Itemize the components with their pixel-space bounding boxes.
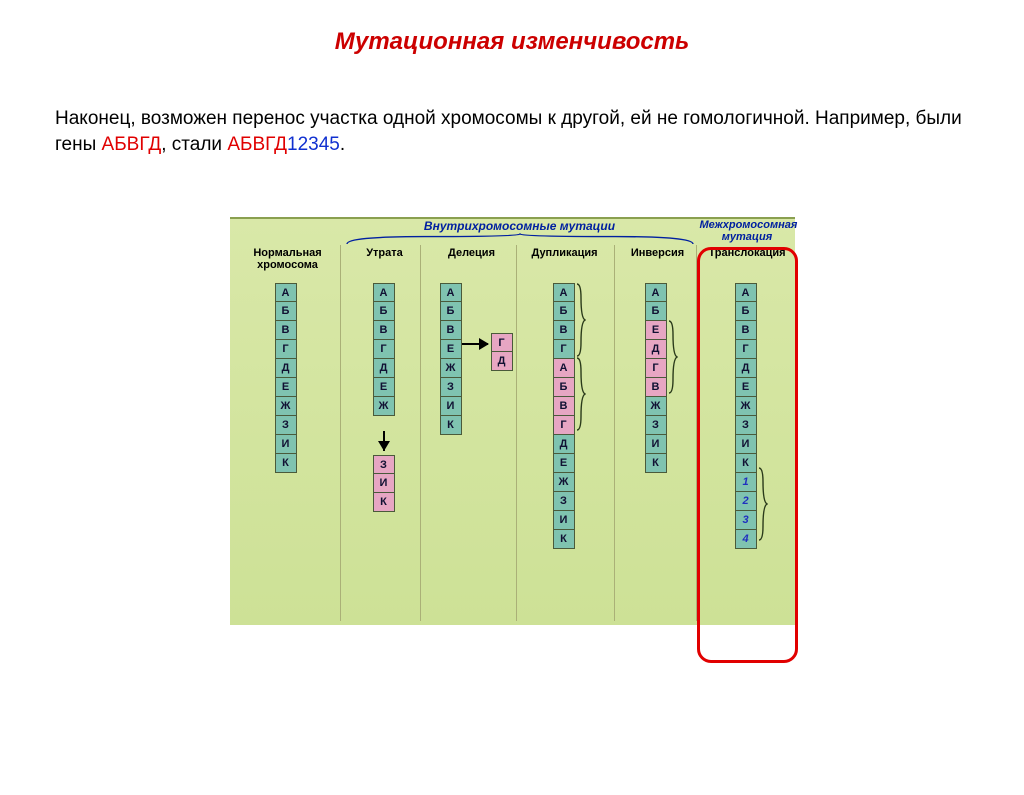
gene-cell: Б	[440, 302, 462, 321]
brace-vertical	[576, 357, 586, 431]
col-header-trans: Транслокация	[700, 247, 795, 259]
gene-cell: В	[553, 321, 575, 340]
gene-cell: К	[440, 416, 462, 435]
brace-vertical	[576, 283, 586, 357]
gene-cell: А	[275, 283, 297, 302]
gene-cell: З	[440, 378, 462, 397]
gene-cell: А	[553, 283, 575, 302]
intro-nums: 12345	[287, 134, 340, 155]
gene-cell: Б	[373, 302, 395, 321]
gene-cell: Д	[373, 359, 395, 378]
gene-cell: В	[373, 321, 395, 340]
gene-cell: З	[373, 455, 395, 474]
gene-cell: И	[735, 435, 757, 454]
gene-cell: Е	[440, 340, 462, 359]
gene-cell: А	[440, 283, 462, 302]
gene-cell: К	[275, 454, 297, 473]
diagram: Внутрихромосомные мутации Межхромосомная…	[230, 217, 795, 625]
gene-cell: А	[645, 283, 667, 302]
gene-cell: Г	[275, 340, 297, 359]
gene-cell: Е	[373, 378, 395, 397]
gene-cell: Е	[275, 378, 297, 397]
intro-post: .	[340, 134, 345, 155]
gene-cell: К	[735, 454, 757, 473]
intra-brace	[346, 233, 694, 245]
gene-cell: В	[440, 321, 462, 340]
gene-cell: Г	[491, 333, 513, 352]
gene-cell: В	[275, 321, 297, 340]
gene-cell: Б	[645, 302, 667, 321]
gene-cell: Д	[645, 340, 667, 359]
gene-cell: И	[553, 511, 575, 530]
col-header-dup: Дупликация	[520, 247, 610, 259]
stack-loss_bottom: ЗИК	[373, 455, 395, 512]
gene-cell: Г	[373, 340, 395, 359]
gene-cell: Г	[553, 416, 575, 435]
gene-cell: Е	[735, 378, 757, 397]
gene-cell: Ж	[645, 397, 667, 416]
gene-cell: Г	[553, 340, 575, 359]
gene-cell: Ж	[735, 397, 757, 416]
intro-text: Наконец, возможен перенос участка одной …	[55, 106, 969, 157]
intro-genes-1: АБВГД	[102, 134, 162, 155]
gene-cell: К	[553, 530, 575, 549]
gene-cell: Б	[553, 378, 575, 397]
stack-trans: АБВГДЕЖЗИК1234	[735, 283, 757, 549]
gene-cell: З	[735, 416, 757, 435]
gene-cell: И	[645, 435, 667, 454]
intro-genes-2: АБВГД	[227, 134, 287, 155]
gene-cell: К	[645, 454, 667, 473]
gene-cell: И	[373, 474, 395, 493]
gene-cell: К	[373, 493, 395, 512]
gene-cell: Г	[735, 340, 757, 359]
stack-dup: АБВГАБВГДЕЖЗИК	[553, 283, 575, 549]
gene-cell: Е	[645, 321, 667, 340]
intra-mutation-label: Внутрихромосомные мутации	[346, 219, 694, 233]
stack-loss_top: АБВГДЕЖ	[373, 283, 395, 416]
gene-cell: 3	[735, 511, 757, 530]
col-header-loss: Утрата	[350, 247, 420, 259]
gene-cell: А	[373, 283, 395, 302]
gene-cell: Ж	[440, 359, 462, 378]
gene-cell: З	[275, 416, 297, 435]
inter-mutation-label: Межхромосомная мутация	[700, 219, 795, 243]
gene-cell: И	[275, 435, 297, 454]
gene-cell: Е	[553, 454, 575, 473]
stack-del_main: АБВЕЖЗИК	[440, 283, 462, 435]
gene-cell: Б	[275, 302, 297, 321]
gene-cell: В	[645, 378, 667, 397]
col-header-del: Делеция	[428, 247, 516, 259]
gene-cell: Ж	[275, 397, 297, 416]
col-header-inv: Инверсия	[622, 247, 694, 259]
gene-cell: Б	[553, 302, 575, 321]
gene-cell: Д	[553, 435, 575, 454]
stack-inv: АБЕДГВЖЗИК	[645, 283, 667, 473]
arrow-deletion-right	[462, 343, 488, 345]
gene-cell: З	[645, 416, 667, 435]
gene-cell: Б	[735, 302, 757, 321]
brace-vertical	[668, 320, 678, 394]
page-title: Мутационная изменчивость	[0, 28, 1024, 56]
gene-cell: 1	[735, 473, 757, 492]
gene-cell: Д	[491, 352, 513, 371]
gene-cell: 4	[735, 530, 757, 549]
intro-mid: , стали	[161, 134, 227, 155]
gene-cell: Д	[735, 359, 757, 378]
gene-cell: Г	[645, 359, 667, 378]
gene-cell: 2	[735, 492, 757, 511]
gene-cell: В	[553, 397, 575, 416]
gene-cell: А	[735, 283, 757, 302]
gene-cell: Ж	[373, 397, 395, 416]
gene-cell: Д	[275, 359, 297, 378]
arrow-loss-down	[378, 441, 390, 451]
gene-cell: И	[440, 397, 462, 416]
gene-cell: В	[735, 321, 757, 340]
col-header-normal: Нормальнаяхромосома	[238, 247, 338, 271]
brace-vertical	[758, 467, 768, 541]
gene-cell: Ж	[553, 473, 575, 492]
gene-cell: З	[553, 492, 575, 511]
stack-del_out: ГД	[491, 333, 513, 371]
stack-normal: АБВГДЕЖЗИК	[275, 283, 297, 473]
gene-cell: А	[553, 359, 575, 378]
